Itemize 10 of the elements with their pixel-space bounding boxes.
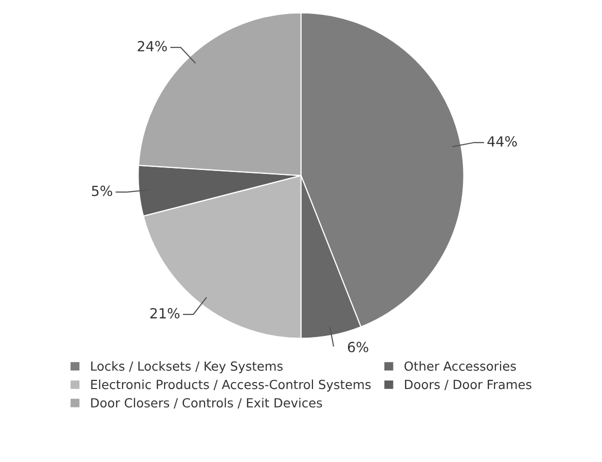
data-label: 5% xyxy=(92,186,112,196)
legend-label: Doors / Door Frames xyxy=(405,380,532,390)
legend-label: Electronic Products / Access-Control Systems xyxy=(91,380,371,392)
legend-label: Door Closers / Controls / Exit Devices xyxy=(91,398,322,409)
data-label: 21% xyxy=(150,308,180,319)
data-label: 24% xyxy=(138,40,167,52)
legend-label: Locks / Locksets / Key Systems xyxy=(91,361,283,374)
data-label: 6% xyxy=(348,342,368,352)
data-label: 44% xyxy=(487,136,517,147)
legend-label: Other Accessories xyxy=(404,361,516,371)
